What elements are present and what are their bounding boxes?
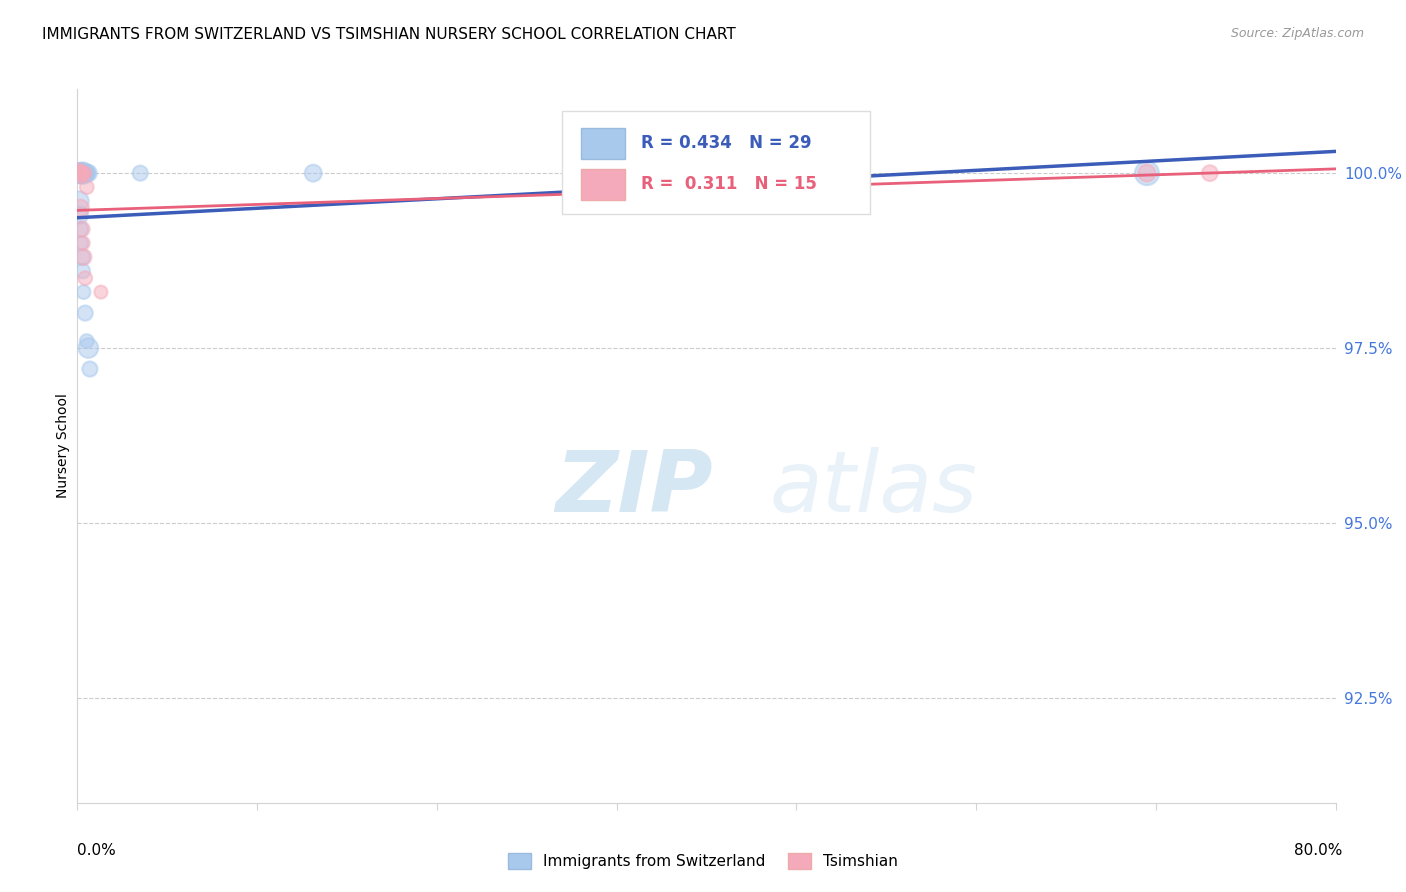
Text: ZIP: ZIP: [555, 447, 713, 531]
Bar: [581, 128, 624, 159]
FancyBboxPatch shape: [562, 111, 870, 214]
Point: [75, 306, 97, 320]
Bar: [581, 169, 624, 200]
Point: [76, 166, 98, 180]
Point: [1136, 166, 1159, 180]
Point: [76, 180, 98, 194]
Point: [69, 208, 91, 222]
Point: [69, 222, 91, 236]
Point: [72, 166, 94, 180]
Point: [69, 166, 91, 180]
Y-axis label: Nursery School: Nursery School: [56, 393, 70, 499]
Point: [67, 194, 90, 208]
Text: 80.0%: 80.0%: [1295, 843, 1343, 858]
Point: [75, 166, 97, 180]
Point: [72, 250, 94, 264]
Point: [70, 222, 93, 236]
Point: [70, 166, 93, 180]
Point: [77, 341, 100, 355]
Point: [72, 236, 94, 251]
Point: [76, 334, 98, 348]
Point: [67, 166, 90, 180]
Point: [72, 285, 94, 299]
Point: [73, 166, 96, 180]
Point: [76, 166, 98, 180]
Point: [75, 166, 97, 180]
Point: [67, 166, 90, 180]
Text: Source: ZipAtlas.com: Source: ZipAtlas.com: [1230, 27, 1364, 40]
Point: [302, 166, 325, 180]
Point: [69, 166, 91, 180]
Point: [70, 250, 93, 264]
Point: [72, 264, 94, 278]
Text: R =  0.311   N = 15: R = 0.311 N = 15: [641, 175, 817, 193]
Point: [75, 271, 97, 285]
Point: [67, 166, 90, 180]
Text: R = 0.434   N = 29: R = 0.434 N = 29: [641, 135, 811, 153]
Point: [129, 166, 152, 180]
Point: [79, 362, 101, 376]
Point: [70, 166, 93, 180]
Point: [90, 285, 112, 299]
Point: [75, 166, 97, 180]
Text: IMMIGRANTS FROM SWITZERLAND VS TSIMSHIAN NURSERY SCHOOL CORRELATION CHART: IMMIGRANTS FROM SWITZERLAND VS TSIMSHIAN…: [42, 27, 735, 42]
Point: [69, 166, 91, 180]
Point: [67, 166, 90, 180]
Text: 0.0%: 0.0%: [77, 843, 117, 858]
Text: atlas: atlas: [769, 447, 977, 531]
Point: [72, 166, 94, 180]
Point: [69, 201, 91, 215]
Point: [1198, 166, 1220, 180]
Point: [773, 166, 796, 180]
Point: [70, 166, 93, 180]
Point: [72, 166, 94, 180]
Legend: Immigrants from Switzerland, Tsimshian: Immigrants from Switzerland, Tsimshian: [502, 847, 904, 875]
Point: [70, 236, 93, 251]
Point: [1136, 166, 1159, 180]
Point: [77, 166, 100, 180]
